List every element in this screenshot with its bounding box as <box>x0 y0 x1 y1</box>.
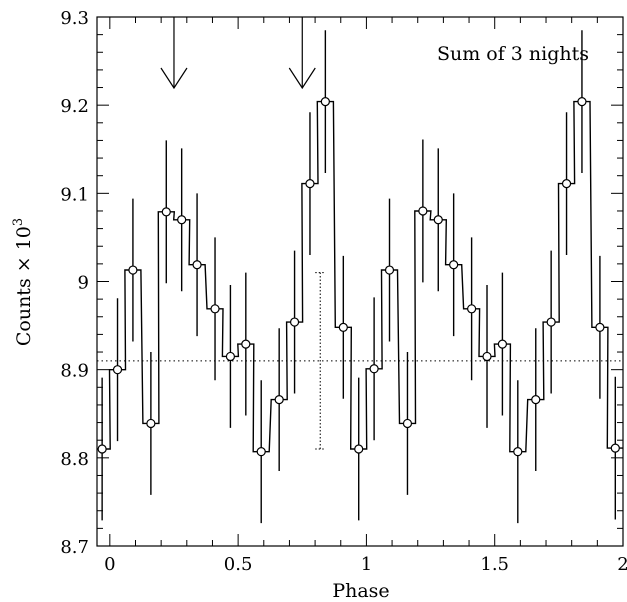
y-axis-label-exponent: 3 <box>11 218 26 226</box>
arrow-head <box>160 67 188 90</box>
phase-arrows <box>160 17 316 90</box>
data-point <box>561 179 572 189</box>
plot-frame-rect <box>96 16 624 547</box>
typical-error-bar <box>315 272 326 450</box>
data-point <box>192 260 202 270</box>
y-tick-label: 9.2 <box>60 96 89 117</box>
data-point <box>595 322 605 332</box>
x-axis-label: Phase <box>332 580 389 602</box>
x-tick-label: 0 <box>104 554 115 575</box>
y-tick-label: 9.3 <box>60 8 89 29</box>
data-point <box>256 447 266 457</box>
data-point <box>146 418 156 429</box>
data-point <box>112 365 123 375</box>
y-axis-label-main: Counts × 10 <box>13 226 35 346</box>
y-axis-label: Counts × 103 <box>11 218 35 346</box>
histogram-series <box>97 100 623 453</box>
y-tick-label: 8.7 <box>60 537 89 558</box>
data-point <box>497 339 508 349</box>
plot-frame <box>96 16 624 547</box>
data-point <box>305 179 315 189</box>
y-tick-label: 9.1 <box>60 184 89 205</box>
data-point <box>225 351 236 362</box>
data-point <box>384 265 395 275</box>
arrow-head <box>288 67 316 90</box>
tick-labels: 0 0.5 1 1.5 2 8.7 8.8 8.9 9 9.1 9.2 9.3 <box>60 8 627 575</box>
data-point <box>546 317 556 327</box>
data-point <box>354 444 364 454</box>
data-point <box>210 304 220 314</box>
y-tick-label: 9 <box>78 273 89 294</box>
x-tick-label: 2 <box>617 554 627 575</box>
y-tick-label: 8.9 <box>60 361 89 382</box>
data-point <box>274 395 284 405</box>
data-point <box>531 395 541 405</box>
data-point <box>128 265 138 275</box>
data-point <box>289 317 300 327</box>
data-point <box>467 304 477 314</box>
data-points <box>97 97 620 457</box>
data-point <box>320 97 330 107</box>
x-tick-label: 0.5 <box>224 554 253 575</box>
data-point <box>369 364 379 374</box>
data-point <box>338 322 348 332</box>
x-tick-label: 1 <box>361 554 372 575</box>
data-point <box>97 444 107 454</box>
data-point <box>433 215 443 225</box>
data-point <box>418 206 428 216</box>
data-point <box>577 97 587 107</box>
data-point <box>177 215 187 225</box>
data-point <box>610 443 620 453</box>
data-point <box>241 339 251 349</box>
annotation-label: Sum of 3 nights <box>437 43 589 65</box>
x-tick-label: 1.5 <box>480 554 509 575</box>
data-point <box>161 207 171 217</box>
y-tick-label: 8.8 <box>60 449 89 470</box>
data-point <box>513 447 523 457</box>
data-point <box>449 260 459 270</box>
data-point <box>482 351 492 362</box>
axis-ticks <box>97 16 624 547</box>
data-point <box>402 418 413 429</box>
histogram-step-line <box>97 100 623 453</box>
